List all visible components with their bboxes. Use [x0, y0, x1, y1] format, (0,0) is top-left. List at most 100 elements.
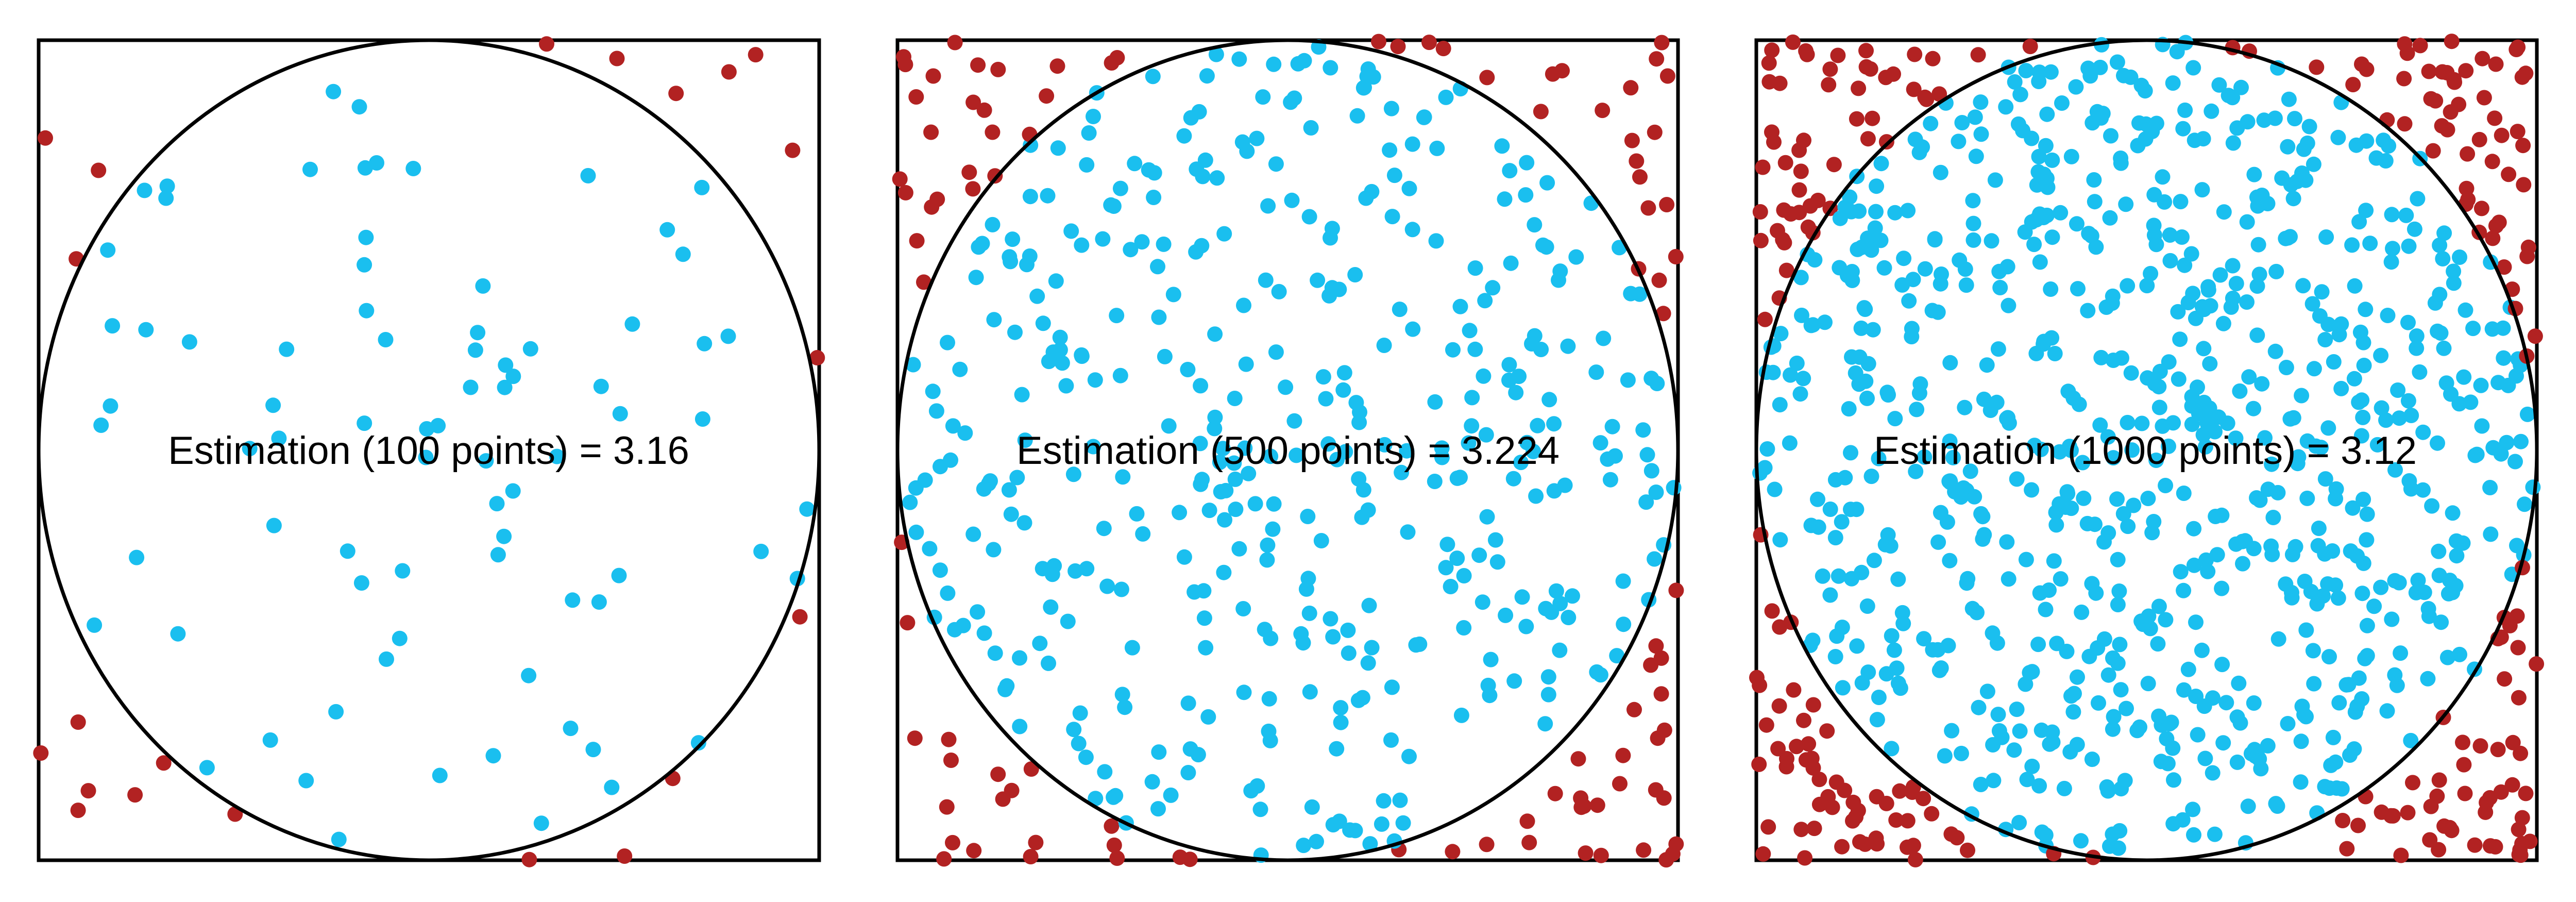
point-inside-circle: [137, 182, 152, 198]
point-inside-circle: [1074, 347, 1090, 363]
point-inside-circle: [2188, 310, 2204, 326]
estimation-label: Estimation (1000 points) = 3.12: [1874, 429, 2417, 473]
point-inside-circle: [2208, 509, 2224, 524]
point-inside-circle: [2384, 611, 2400, 627]
point-outside-circle: [1626, 701, 1642, 717]
point-inside-circle: [2445, 505, 2461, 521]
point-inside-circle: [2215, 735, 2231, 751]
point-outside-circle: [1869, 836, 1885, 852]
point-inside-circle: [2346, 741, 2362, 757]
point-outside-circle: [2475, 51, 2490, 66]
point-outside-circle: [1800, 219, 1816, 235]
point-outside-circle: [2484, 154, 2500, 170]
point-inside-circle: [997, 681, 1013, 697]
point-inside-circle: [2355, 335, 2371, 350]
point-inside-circle: [1475, 594, 1490, 610]
point-inside-circle: [2416, 584, 2432, 600]
points-layer: [33, 36, 825, 867]
point-inside-circle: [1058, 378, 1074, 394]
point-inside-circle: [2431, 543, 2447, 559]
point-inside-circle: [2495, 320, 2511, 336]
point-outside-circle: [2458, 63, 2474, 79]
point-inside-circle: [1333, 714, 1349, 730]
point-inside-circle: [2246, 695, 2262, 711]
point-inside-circle: [2216, 204, 2232, 220]
point-inside-circle: [2232, 715, 2248, 731]
point-inside-circle: [419, 421, 435, 437]
point-outside-circle: [609, 51, 625, 66]
point-inside-circle: [2063, 442, 2079, 458]
point-inside-circle: [1887, 411, 1903, 427]
point-inside-circle: [1278, 379, 1294, 395]
point-inside-circle: [2133, 77, 2149, 93]
point-inside-circle: [1351, 414, 1367, 430]
point-outside-circle: [995, 791, 1011, 807]
point-inside-circle: [1503, 255, 1519, 271]
point-inside-circle: [1079, 157, 1095, 173]
point-inside-circle: [922, 541, 938, 557]
point-inside-circle: [1329, 452, 1345, 467]
point-inside-circle: [1849, 638, 1865, 654]
point-outside-circle: [1649, 51, 1665, 67]
point-inside-circle: [2233, 79, 2249, 95]
point-inside-circle: [2442, 573, 2458, 588]
point-inside-circle: [505, 369, 521, 385]
point-inside-circle: [1514, 589, 1530, 605]
point-inside-circle: [1990, 707, 2006, 723]
point-outside-circle: [1757, 311, 1773, 327]
point-inside-circle: [2070, 669, 2085, 685]
point-inside-circle: [2465, 321, 2481, 337]
point-inside-circle: [1537, 716, 1553, 732]
point-inside-circle: [1757, 460, 1773, 476]
point-inside-circle: [2165, 75, 2181, 91]
point-inside-circle: [1151, 309, 1167, 325]
point-inside-circle: [2325, 729, 2341, 745]
point-inside-circle: [1066, 722, 1082, 738]
point-outside-circle: [1182, 851, 1198, 867]
point-inside-circle: [1081, 125, 1097, 141]
point-inside-circle: [2456, 369, 2472, 385]
point-inside-circle: [2294, 388, 2310, 404]
point-inside-circle: [2148, 115, 2164, 131]
point-inside-circle: [970, 604, 986, 620]
point-inside-circle: [2151, 708, 2167, 724]
point-inside-circle: [298, 773, 314, 789]
point-inside-circle: [1513, 455, 1529, 471]
point-outside-circle: [1752, 677, 1768, 693]
point-outside-circle: [1805, 697, 1821, 713]
point-inside-circle: [1986, 773, 2002, 789]
point-inside-circle: [1236, 297, 1251, 313]
point-inside-circle: [1236, 684, 1252, 700]
point-inside-circle: [1048, 273, 1064, 289]
point-inside-circle: [1501, 357, 1517, 373]
point-inside-circle: [2194, 642, 2210, 658]
point-inside-circle: [2120, 519, 2136, 534]
point-inside-circle: [1201, 503, 1217, 519]
point-inside-circle: [2403, 408, 2419, 423]
point-inside-circle: [2012, 723, 2028, 739]
point-outside-circle: [2309, 59, 2325, 75]
point-inside-circle: [2152, 363, 2168, 379]
point-inside-circle: [1405, 321, 1421, 337]
point-inside-circle: [1511, 369, 1527, 385]
point-inside-circle: [1252, 801, 1268, 817]
point-inside-circle: [1209, 170, 1225, 186]
point-inside-circle: [522, 341, 538, 357]
point-inside-circle: [1942, 553, 1958, 569]
point-inside-circle: [1528, 488, 1544, 504]
point-inside-circle: [2318, 229, 2334, 245]
point-inside-circle: [1193, 476, 1209, 492]
point-outside-circle: [1845, 813, 1860, 829]
point-inside-circle: [1401, 748, 1417, 764]
point-inside-circle: [2410, 573, 2426, 588]
point-inside-circle: [2451, 396, 2467, 412]
point-inside-circle: [159, 178, 175, 194]
point-inside-circle: [2257, 430, 2273, 446]
point-outside-circle: [2447, 74, 2463, 90]
point-inside-circle: [2024, 758, 2040, 774]
point-inside-circle: [2328, 481, 2344, 497]
point-inside-circle: [1782, 435, 1798, 451]
point-inside-circle: [1471, 547, 1487, 563]
point-inside-circle: [2463, 394, 2479, 410]
point-inside-circle: [1134, 234, 1150, 250]
